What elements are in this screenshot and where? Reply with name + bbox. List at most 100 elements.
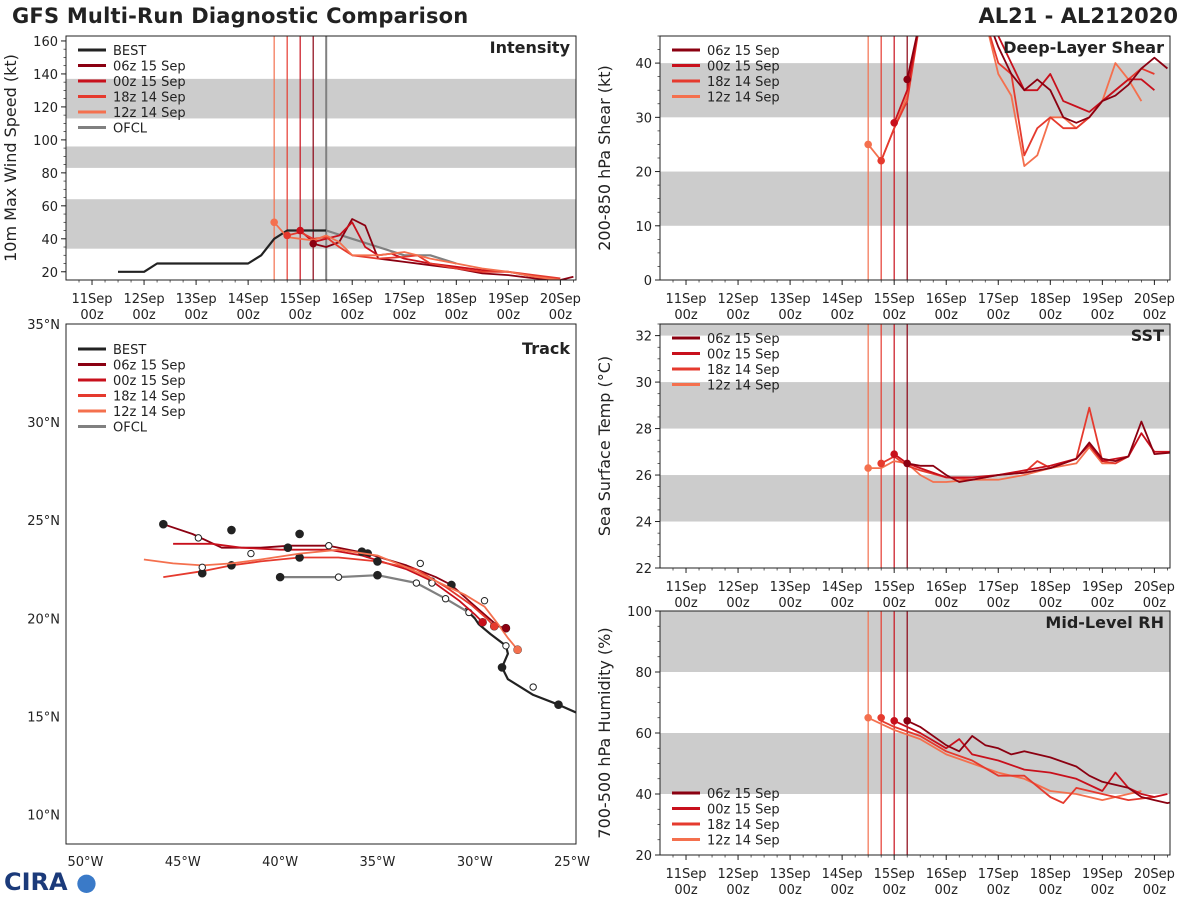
track-point	[373, 557, 382, 566]
track-series-group	[143, 519, 576, 714]
intensity-series-group	[118, 218, 574, 280]
shear-ytick-label: 20	[635, 166, 652, 181]
rh-xtick-label: 20Sep	[1134, 867, 1175, 882]
intensity-legend-label: 18z 14 Sep	[113, 91, 186, 106]
intensity-xtick-label: 00z	[341, 308, 365, 323]
rh-series-run06z15	[906, 719, 1170, 804]
shear-xtick-label: 14Sep	[822, 292, 863, 307]
rh-init-point	[890, 717, 898, 725]
track-ytick-label: 35°N	[27, 318, 60, 333]
intensity-frame	[65, 35, 577, 281]
sst-series-group	[864, 406, 1170, 483]
rh-xtick-label: 00z	[1091, 883, 1115, 898]
intensity-init-point	[309, 239, 317, 248]
shear-ytick-label: 30	[635, 111, 652, 126]
rh-xtick-label: 00z	[987, 883, 1011, 898]
rh-xtick-label: 00z	[726, 883, 750, 898]
intensity-ytick-label: 60	[41, 200, 58, 215]
shear-init-point	[864, 140, 872, 149]
sst-init-point	[903, 459, 911, 468]
sst-frame	[659, 323, 1171, 569]
sst-xtick-label: 00z	[935, 596, 959, 611]
sst-panel: 22242628303211Sep00z12Sep00z13Sep00z14Se…	[595, 323, 1175, 611]
intensity-xtick-label: 11Sep	[71, 292, 112, 307]
track-legend-label: BEST	[113, 343, 146, 358]
rh-xtick-label: 00z	[1039, 883, 1063, 898]
rh-xtick-label: 00z	[674, 883, 698, 898]
shear-xtick-label: 15Sep	[874, 292, 915, 307]
logo-text: CIRA	[4, 868, 68, 896]
shear-xtick-label: 00z	[778, 308, 802, 323]
sst-xtick-label: 15Sep	[874, 580, 915, 595]
rh-series-run12z14	[867, 716, 1142, 801]
cira-logo: CIRA ●	[4, 868, 97, 896]
rh-ytick-label: 20	[635, 849, 652, 864]
track-point	[480, 596, 489, 605]
rh-panel: 2040608010011Sep00z12Sep00z13Sep00z14Sep…	[595, 605, 1175, 898]
sst-legend-label: 00z 15 Sep	[707, 348, 780, 363]
rh-legend-label: 18z 14 Sep	[707, 818, 780, 833]
sst-background	[660, 324, 1170, 568]
shear-series-run12z14	[867, 36, 1143, 168]
globe-icon: ●	[75, 868, 97, 896]
page-title: GFS Multi-Run Diagnostic Comparison	[12, 4, 469, 28]
shear-legend-label: 18z 14 Sep	[707, 75, 780, 90]
intensity-ytick-label: 120	[33, 101, 58, 116]
track-ytick-label: 10°N	[27, 809, 60, 824]
rh-xtick-label: 14Sep	[822, 867, 863, 882]
intensity-legend-label: OFCL	[113, 122, 148, 137]
intensity-init-point	[270, 218, 278, 227]
intensity-xtick-label: 14Sep	[228, 292, 269, 307]
track-xtick-label: 35°W	[359, 855, 395, 870]
rh-band-1	[660, 611, 1170, 672]
rh-xtick-label: 00z	[778, 883, 802, 898]
sst-init-point	[890, 450, 898, 458]
sst-xtick-label: 12Sep	[718, 580, 759, 595]
sst-ytick-label: 24	[635, 516, 652, 531]
intensity-band-2	[66, 78, 576, 119]
rh-title: Mid-Level RH	[1045, 613, 1164, 632]
track-init-point	[501, 624, 510, 633]
intensity-xtick-label: 00z	[393, 308, 417, 323]
shear-xtick-label: 17Sep	[978, 292, 1019, 307]
intensity-xtick-label: 00z	[288, 308, 312, 323]
intensity-xtick-label: 18Sep	[436, 292, 477, 307]
shear-ytick-label: 40	[635, 57, 652, 72]
sst-ytick-label: 26	[635, 469, 652, 484]
shear-xtick-label: 00z	[830, 308, 854, 323]
intensity-init-point	[283, 231, 291, 240]
shear-xtick-label: 00z	[726, 308, 750, 323]
rh-legend-label: 00z 15 Sep	[707, 803, 780, 818]
storm-id: AL21 - AL212020	[978, 4, 1179, 28]
intensity-init-point	[296, 226, 304, 235]
rh-series-run18z14	[880, 719, 1155, 804]
intensity-xtick-label: 00z	[132, 308, 156, 323]
intensity-series-ofcl	[325, 229, 457, 265]
rh-init-point	[877, 713, 885, 722]
track-xtick-label: 25°W	[554, 855, 590, 870]
shear-panel: 01020304011Sep00z12Sep00z13Sep00z14Sep00…	[595, 35, 1175, 323]
shear-band-1	[660, 63, 1170, 118]
rh-series-run00z15	[893, 719, 1168, 798]
intensity-xtick-label: 17Sep	[384, 292, 425, 307]
track-xtick-label: 30°W	[457, 855, 493, 870]
track-init-point	[490, 622, 499, 631]
sst-legend-label: 06z 15 Sep	[707, 332, 780, 347]
shear-ytick-label: 0	[644, 274, 652, 289]
track-point	[554, 700, 563, 709]
shear-xtick-label: 20Sep	[1134, 292, 1175, 307]
intensity-xtick-label: 00z	[549, 308, 573, 323]
rh-xtick-label: 13Sep	[770, 867, 811, 882]
rh-ylabel: 700-500 hPa Humidity (%)	[595, 627, 614, 838]
track-panel: 10°N 15°N 20°N 25°N 30°N 35°N 50°W 45°W 40°W 35°W…	[27, 318, 590, 870]
shear-series-run06z15	[906, 36, 1168, 124]
shear-title: Deep-Layer Shear	[1003, 38, 1164, 57]
track-legend-label: 00z 15 Sep	[113, 374, 186, 389]
intensity-xtick-label: 13Sep	[176, 292, 217, 307]
intensity-xtick-label: 15Sep	[280, 292, 321, 307]
intensity-xtick-label: 00z	[445, 308, 469, 323]
intensity-band-0	[66, 199, 576, 249]
rh-xtick-label: 17Sep	[978, 867, 1019, 882]
track-series-run18z14	[163, 556, 495, 627]
shear-xtick-label: 00z	[1039, 308, 1063, 323]
